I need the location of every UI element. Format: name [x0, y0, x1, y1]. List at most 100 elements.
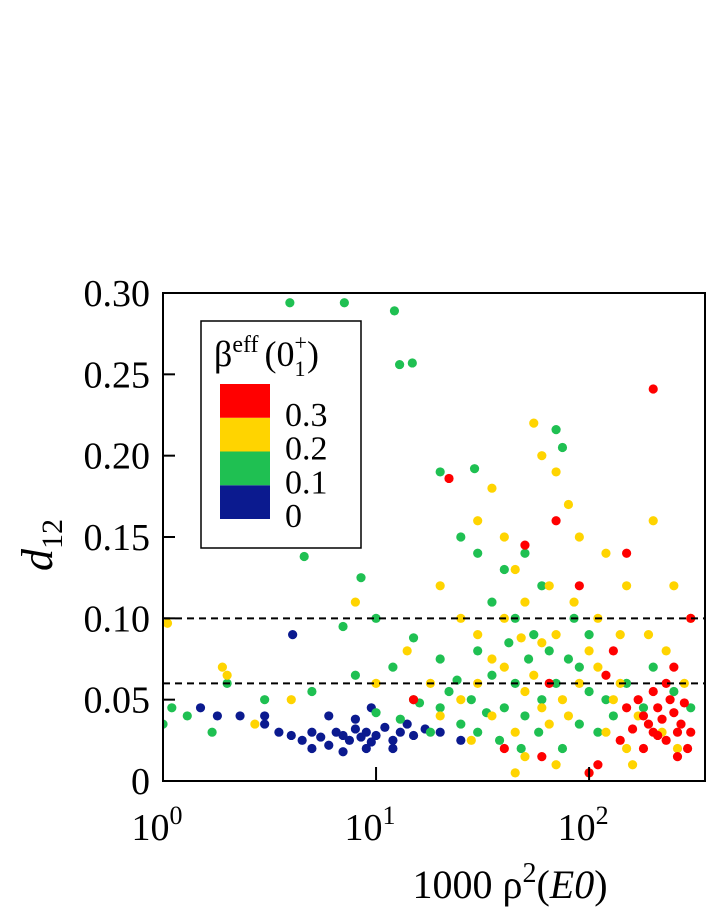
- point: [510, 564, 520, 575]
- point: [534, 727, 544, 737]
- point: [371, 730, 381, 741]
- point: [686, 703, 696, 713]
- point: [676, 719, 686, 729]
- colorbar-segment: [220, 417, 270, 452]
- point: [307, 743, 317, 754]
- point: [316, 732, 326, 742]
- colorbar-segment: [220, 384, 270, 418]
- x-tick-label: 101: [345, 801, 396, 849]
- point: [516, 633, 526, 643]
- point: [466, 695, 476, 705]
- point: [331, 727, 341, 737]
- point: [288, 630, 298, 640]
- point: [551, 516, 561, 526]
- colorbar-tick-label: 0: [285, 498, 302, 535]
- point: [520, 752, 530, 762]
- point: [638, 743, 649, 754]
- point: [516, 743, 526, 754]
- colorbar-title: βeff (01+): [214, 330, 319, 381]
- point: [574, 678, 584, 689]
- point: [672, 743, 683, 754]
- point: [371, 613, 381, 623]
- point: [407, 358, 417, 368]
- colorbar-segment: [220, 485, 270, 519]
- colorbar-tick-label: 0.2: [285, 431, 328, 468]
- point: [510, 727, 520, 737]
- x-tick-label: 102: [558, 801, 609, 849]
- point: [669, 581, 679, 591]
- point: [557, 695, 568, 705]
- point: [686, 727, 696, 737]
- point: [338, 730, 348, 741]
- y-tick-label: 0.10: [84, 598, 151, 640]
- point: [584, 686, 594, 697]
- point: [615, 735, 625, 745]
- point: [574, 719, 584, 729]
- point: [593, 727, 603, 737]
- point: [520, 548, 530, 558]
- point: [499, 703, 509, 713]
- point: [380, 722, 390, 732]
- point: [537, 581, 547, 591]
- point: [408, 695, 419, 705]
- point: [633, 695, 643, 705]
- point: [544, 646, 554, 656]
- point: [672, 727, 683, 737]
- x-label-part: ): [594, 862, 607, 907]
- point: [222, 670, 232, 680]
- point: [563, 711, 574, 721]
- point: [395, 714, 405, 724]
- point: [520, 597, 530, 607]
- point: [584, 630, 594, 640]
- cb-arg-sup: +: [295, 330, 307, 355]
- point: [608, 711, 618, 721]
- x-label-part: 1000 ρ: [412, 862, 522, 907]
- point: [344, 735, 355, 745]
- point: [537, 638, 547, 648]
- point: [563, 499, 574, 510]
- point: [456, 719, 466, 729]
- point: [574, 662, 584, 672]
- point: [163, 719, 168, 729]
- point: [627, 724, 638, 734]
- y-label-subscript: 12: [36, 519, 69, 549]
- point: [473, 630, 483, 640]
- point: [537, 752, 547, 762]
- point: [661, 646, 671, 656]
- point: [686, 613, 696, 623]
- point: [669, 708, 679, 718]
- point: [529, 418, 539, 428]
- x-label-part: E0: [549, 862, 594, 907]
- point: [648, 384, 658, 394]
- point: [520, 711, 530, 721]
- point: [569, 597, 579, 607]
- point: [529, 630, 539, 640]
- y-tick-label: 0: [131, 761, 150, 803]
- point: [551, 678, 561, 689]
- point: [286, 730, 296, 741]
- point: [260, 719, 270, 729]
- x-label-part: (: [536, 862, 549, 907]
- point: [435, 581, 445, 591]
- x-label-part: 2: [522, 858, 536, 889]
- point: [529, 670, 539, 680]
- y-tick-label: 0.25: [84, 354, 151, 396]
- point: [537, 703, 547, 713]
- point: [456, 613, 466, 623]
- point: [388, 735, 398, 745]
- point: [195, 703, 206, 713]
- point: [285, 298, 295, 308]
- point: [350, 714, 360, 724]
- point: [163, 618, 173, 628]
- point: [563, 654, 574, 664]
- point: [350, 724, 360, 734]
- point: [638, 711, 649, 721]
- point: [622, 581, 632, 591]
- point: [444, 686, 454, 697]
- point: [402, 646, 412, 656]
- point: [487, 654, 497, 664]
- point: [551, 467, 561, 477]
- cb-open: (0: [265, 334, 295, 374]
- point: [638, 703, 649, 713]
